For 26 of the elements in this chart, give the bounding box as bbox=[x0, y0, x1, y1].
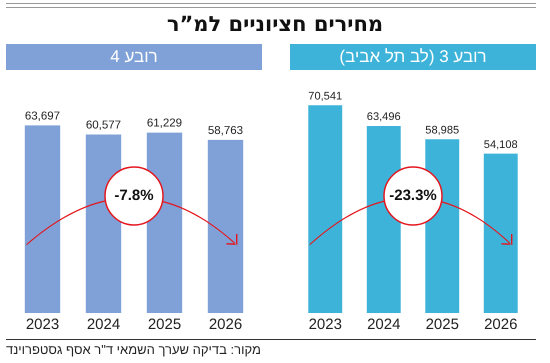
annotation: -23.3% bbox=[388, 186, 438, 206]
text: מקור: בדיקה שערך השמאי ד"ר אסף גסטפרוינד bbox=[6, 342, 261, 357]
x-tick-label: 2026 bbox=[208, 316, 242, 333]
data-label: 61,229 bbox=[146, 118, 182, 130]
bar bbox=[208, 140, 244, 313]
data-label: 60,577 bbox=[86, 120, 122, 132]
data-label: 58,985 bbox=[425, 124, 460, 136]
data-label: 63,496 bbox=[366, 111, 401, 124]
chart-title: רובע 3 (לב תל אביב) bbox=[290, 44, 536, 70]
x-tick-label: 2024 bbox=[367, 316, 400, 333]
x-tick-label: 2023 bbox=[308, 316, 342, 333]
x-tick-label: 2023 bbox=[26, 316, 60, 333]
annotation: -7.8% bbox=[113, 186, 155, 206]
text: מחירים חציוניים למ”ר bbox=[166, 12, 384, 36]
x-tick-label: 2025 bbox=[148, 316, 182, 333]
x-tick-label: 2024 bbox=[86, 316, 120, 333]
data-label: 70,541 bbox=[308, 90, 342, 102]
data-label: 54,108 bbox=[484, 138, 518, 151]
chart-title: רובע 4 bbox=[6, 44, 262, 70]
data-label: 58,763 bbox=[208, 125, 244, 138]
bar bbox=[484, 154, 518, 313]
x-tick-label: 2026 bbox=[484, 316, 518, 333]
bar bbox=[308, 105, 342, 313]
data-label: 63,697 bbox=[24, 110, 60, 122]
x-tick-label: 2025 bbox=[426, 316, 459, 333]
bar bbox=[24, 125, 60, 313]
